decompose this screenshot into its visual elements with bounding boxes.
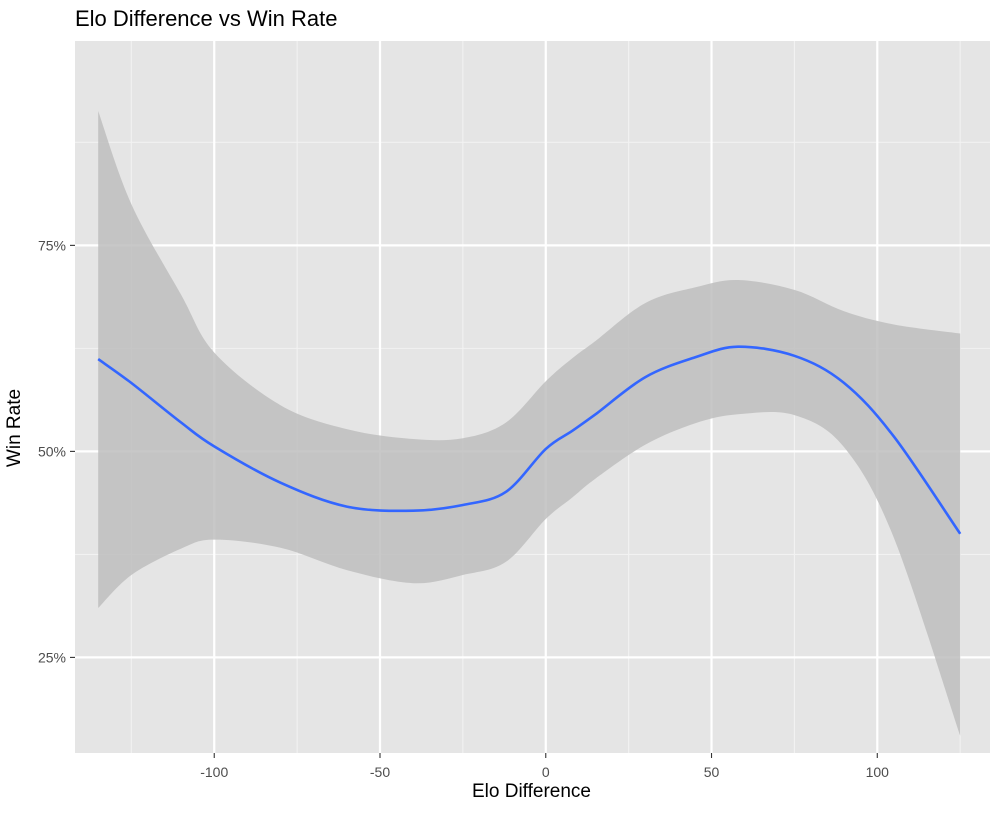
y-axis-label: Win Rate [4,388,25,468]
chart-title: Elo Difference vs Win Rate [75,6,338,31]
y-tick-label: 25% [38,649,66,665]
x-axis-label: Elo Difference [472,781,591,802]
x-tick-label: 0 [542,764,550,780]
confidence-band [98,111,961,736]
x-tick-label: -50 [370,764,390,780]
x-tick-label: 50 [704,764,720,780]
x-tick-label: 100 [866,764,890,780]
y-tick-label: 75% [38,237,66,253]
trend-line [97,345,962,535]
x-tick-label: -100 [200,764,228,780]
y-tick-label: 50% [38,443,66,459]
tick-labels: -100 -50 0 50 100 25% 50% 75% [38,237,889,780]
axis-ticks [70,244,878,758]
